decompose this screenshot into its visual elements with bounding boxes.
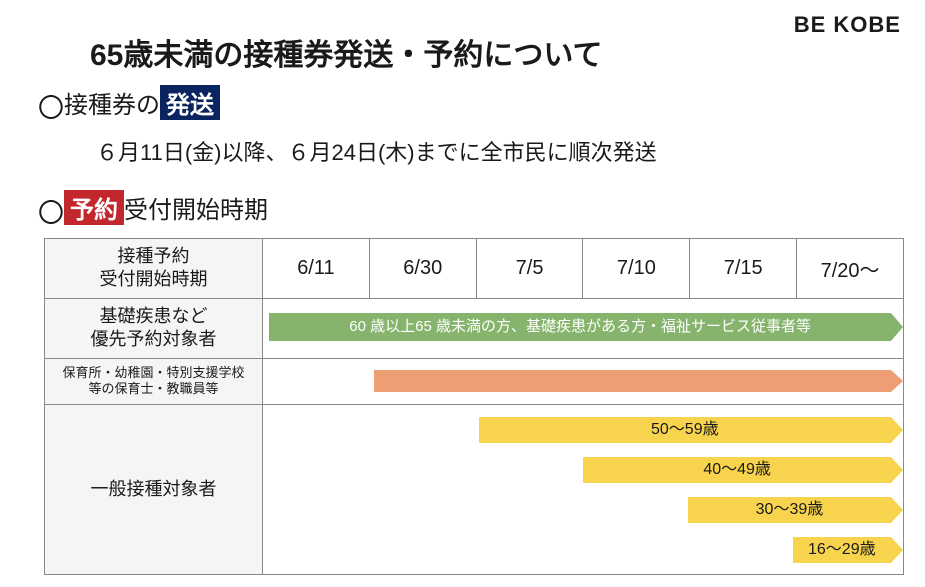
schedule-table-wrap: 接種予約 受付開始時期 6/11 6/30 7/5 7/10 7/15 7/20… — [44, 238, 904, 575]
heading-box-red: 予約 — [64, 190, 124, 225]
row-staff-canvas — [263, 358, 904, 405]
schedule-table: 接種予約 受付開始時期 6/11 6/30 7/5 7/10 7/15 7/20… — [44, 238, 904, 575]
row-general-canvas: 50～59歳 40～49歳 30～39歳 16～29歳 — [263, 405, 904, 575]
bullet-circle: 〇 — [38, 198, 64, 228]
date-col-1: 6/30 — [369, 239, 476, 299]
row-priority-l2: 優先予約対象者 — [91, 329, 217, 349]
heading-pre: 接種券の — [64, 92, 160, 119]
date-col-3: 7/10 — [583, 239, 690, 299]
section-reservation: 〇予約受付開始時期 — [38, 190, 268, 230]
row-priority-canvas: 60 歳以上65 歳未満の方、基礎疾患がある方・福祉サービス従事者等 — [263, 298, 904, 358]
yellow-bar: 40～49歳 — [583, 457, 891, 483]
yellow-bar: 50～59歳 — [479, 417, 891, 443]
heading-box-navy: 発送 — [160, 85, 220, 120]
date-col-5: 7/20～ — [797, 239, 904, 299]
row-staff-l2: 等の保育士・教職員等 — [88, 381, 218, 396]
header-row-label-l2: 受付開始時期 — [100, 269, 208, 289]
section-shipping-heading: 〇接種券の発送 — [38, 85, 657, 125]
yellow-bar: 16～29歳 — [793, 537, 891, 563]
date-col-2: 7/5 — [476, 239, 583, 299]
row-staff: 保育所・幼稚園・特別支援学校 等の保育士・教職員等 — [45, 358, 904, 405]
row-general-label: 一般接種対象者 — [45, 405, 263, 575]
table-header-row: 接種予約 受付開始時期 6/11 6/30 7/5 7/10 7/15 7/20… — [45, 239, 904, 299]
row-priority-l1: 基礎疾患など — [100, 306, 208, 326]
header-row-label-l1: 接種予約 — [118, 246, 190, 266]
heading-post: 受付開始時期 — [124, 197, 268, 224]
date-col-4: 7/15 — [690, 239, 797, 299]
row-general: 一般接種対象者 50～59歳 40～49歳 30～39歳 16～29歳 — [45, 405, 904, 575]
date-col-0: 6/11 — [263, 239, 370, 299]
row-priority-label: 基礎疾患など 優先予約対象者 — [45, 298, 263, 358]
bullet-circle: 〇 — [38, 93, 64, 123]
section-shipping-body: ６月11日(金)以降、６月24日(木)までに全市民に順次発送 — [96, 135, 657, 167]
brand-logo: BE KOBE — [794, 12, 901, 38]
page-title: 65歳未満の接種券発送・予約について — [90, 30, 602, 74]
row-staff-label: 保育所・幼稚園・特別支援学校 等の保育士・教職員等 — [45, 358, 263, 405]
header-row-label: 接種予約 受付開始時期 — [45, 239, 263, 299]
orange-bar — [374, 370, 891, 392]
yellow-bar: 30～39歳 — [688, 497, 891, 523]
row-priority: 基礎疾患など 優先予約対象者 60 歳以上65 歳未満の方、基礎疾患がある方・福… — [45, 298, 904, 358]
row-staff-l1: 保育所・幼稚園・特別支援学校 — [62, 365, 244, 380]
section-reservation-heading: 〇予約受付開始時期 — [38, 190, 268, 230]
green-bar: 60 歳以上65 歳未満の方、基礎疾患がある方・福祉サービス従事者等 — [269, 313, 891, 341]
section-shipping: 〇接種券の発送 ６月11日(金)以降、６月24日(木)までに全市民に順次発送 — [38, 85, 657, 167]
